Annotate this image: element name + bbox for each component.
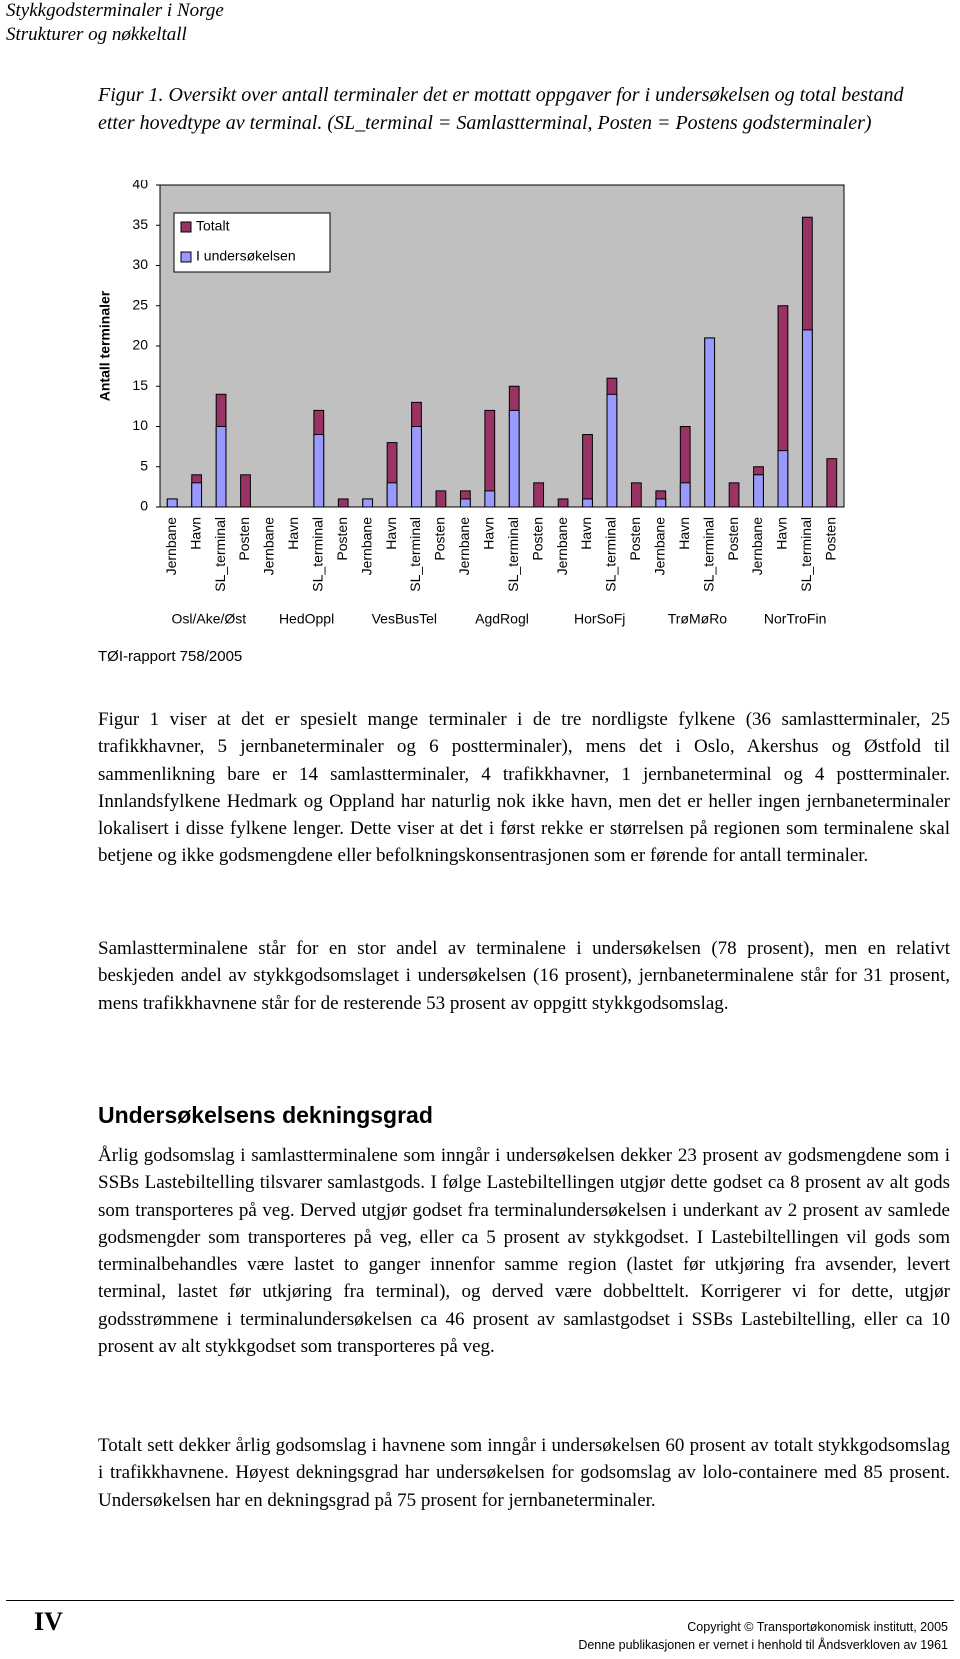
- x-tick-label: Havn: [578, 517, 594, 550]
- bar: [362, 498, 374, 508]
- page-number: IV: [34, 1607, 63, 1636]
- bar: [240, 474, 251, 508]
- bar: [582, 434, 593, 508]
- running-header: Stykkgodsterminaler i Norge: [6, 0, 224, 21]
- bar: [655, 498, 667, 508]
- figure-caption: Figur 1. Oversikt over antall terminaler…: [98, 84, 904, 134]
- y-tick-label: 35: [132, 216, 148, 232]
- group-label: VesBusTel: [372, 611, 437, 627]
- x-tick-label: SL_terminal: [700, 517, 716, 592]
- bar: [411, 426, 422, 508]
- x-tick-label: Jernbane: [651, 517, 667, 576]
- bar: [826, 458, 838, 508]
- bar: [386, 482, 398, 508]
- bar: [313, 434, 325, 508]
- y-tick-label: 10: [132, 417, 148, 433]
- x-tick-label: Posten: [432, 517, 448, 561]
- footer-rule: [6, 1600, 954, 1601]
- x-tick-label: SL_terminal: [505, 517, 521, 592]
- bar: [704, 337, 716, 508]
- bar: [582, 498, 593, 508]
- y-tick-label: 40: [132, 180, 148, 192]
- x-tick-label: Posten: [529, 517, 545, 561]
- x-tick-label: Havn: [480, 517, 496, 550]
- y-tick-label: 5: [140, 457, 148, 473]
- legend-label: I undersøkelsen: [196, 248, 296, 264]
- bar: [557, 498, 569, 508]
- bar: [606, 393, 618, 508]
- bar: [533, 482, 545, 508]
- x-tick-label: Jernbane: [554, 517, 570, 576]
- x-tick-label: Jernbane: [163, 517, 179, 576]
- x-tick-label: Havn: [774, 517, 790, 550]
- x-tick-label: SL_terminal: [212, 517, 228, 592]
- x-tick-label: Havn: [383, 517, 399, 550]
- legend-box: [173, 212, 331, 273]
- bar: [508, 409, 520, 508]
- bar: [166, 498, 178, 508]
- x-tick-label: Posten: [822, 517, 838, 561]
- x-tick-label: Posten: [627, 517, 643, 561]
- y-tick-label: 15: [132, 377, 148, 393]
- y-tick-label: 25: [132, 296, 148, 312]
- group-label: TrøMøRo: [668, 611, 728, 627]
- figure-source: TØI-rapport 758/2005: [98, 648, 243, 665]
- group-label: AgdRogl: [475, 611, 529, 627]
- paragraph: Totalt sett dekker årlig godsomslag i ha…: [98, 1435, 950, 1511]
- bar: [337, 498, 349, 508]
- x-tick-label: Posten: [725, 517, 741, 561]
- bar: [215, 426, 227, 508]
- x-tick-label: SL_terminal: [603, 517, 619, 592]
- paragraph: Årlig godsomslag i samlastterminalene so…: [98, 1145, 950, 1358]
- x-tick-label: Jernbane: [261, 517, 277, 576]
- x-tick-label: Posten: [334, 517, 350, 561]
- x-tick-label: SL_terminal: [309, 517, 325, 592]
- y-tick-label: 30: [132, 256, 148, 272]
- x-tick-label: Havn: [285, 517, 301, 550]
- y-tick-label: 0: [140, 498, 148, 514]
- bar: [728, 482, 740, 508]
- bar: [435, 490, 447, 508]
- running-header: Strukturer og nøkkeltall: [6, 24, 187, 45]
- copyright: Copyright © Transportøkonomisk institutt…: [687, 1620, 948, 1634]
- bar: [459, 498, 471, 508]
- x-tick-label: Havn: [187, 517, 203, 550]
- group-label: HorSoFj: [574, 611, 625, 627]
- group-label: Osl/Ake/Øst: [172, 611, 247, 627]
- x-tick-label: Posten: [236, 517, 252, 561]
- paragraph: Figur 1 viser at det er spesielt mange t…: [98, 709, 950, 867]
- bar: [191, 482, 203, 508]
- legend-swatch: [180, 221, 192, 233]
- x-tick-label: SL_terminal: [798, 517, 814, 592]
- bar: [630, 482, 642, 508]
- y-tick-label: 20: [132, 337, 148, 353]
- legend-label: Totalt: [196, 218, 230, 234]
- x-tick-label: Havn: [676, 517, 692, 550]
- paragraph: Samlastterminalene står for en stor ande…: [98, 938, 950, 1014]
- bar: [679, 482, 691, 508]
- copyright-notice: Denne publikasjonen er vernet i henhold …: [578, 1638, 948, 1652]
- bar: [484, 490, 496, 508]
- section-heading: Undersøkelsens dekningsgrad: [98, 1102, 433, 1128]
- x-tick-label: SL_terminal: [407, 517, 423, 592]
- y-axis-label: Antall terminaler: [97, 290, 113, 401]
- chart: 0 5 10 15 20 25 30 35 40 Antall terminaler Jernban…: [97, 180, 845, 627]
- group-label: HedOppl: [279, 611, 334, 627]
- x-tick-label: Jernbane: [749, 517, 765, 576]
- bar: [777, 450, 789, 508]
- x-tick-label: Jernbane: [358, 517, 374, 576]
- bar: [801, 329, 813, 508]
- bar: [753, 474, 764, 508]
- group-label: NorTroFin: [764, 611, 827, 627]
- legend-swatch: [180, 251, 192, 263]
- x-tick-label: Jernbane: [456, 517, 472, 576]
